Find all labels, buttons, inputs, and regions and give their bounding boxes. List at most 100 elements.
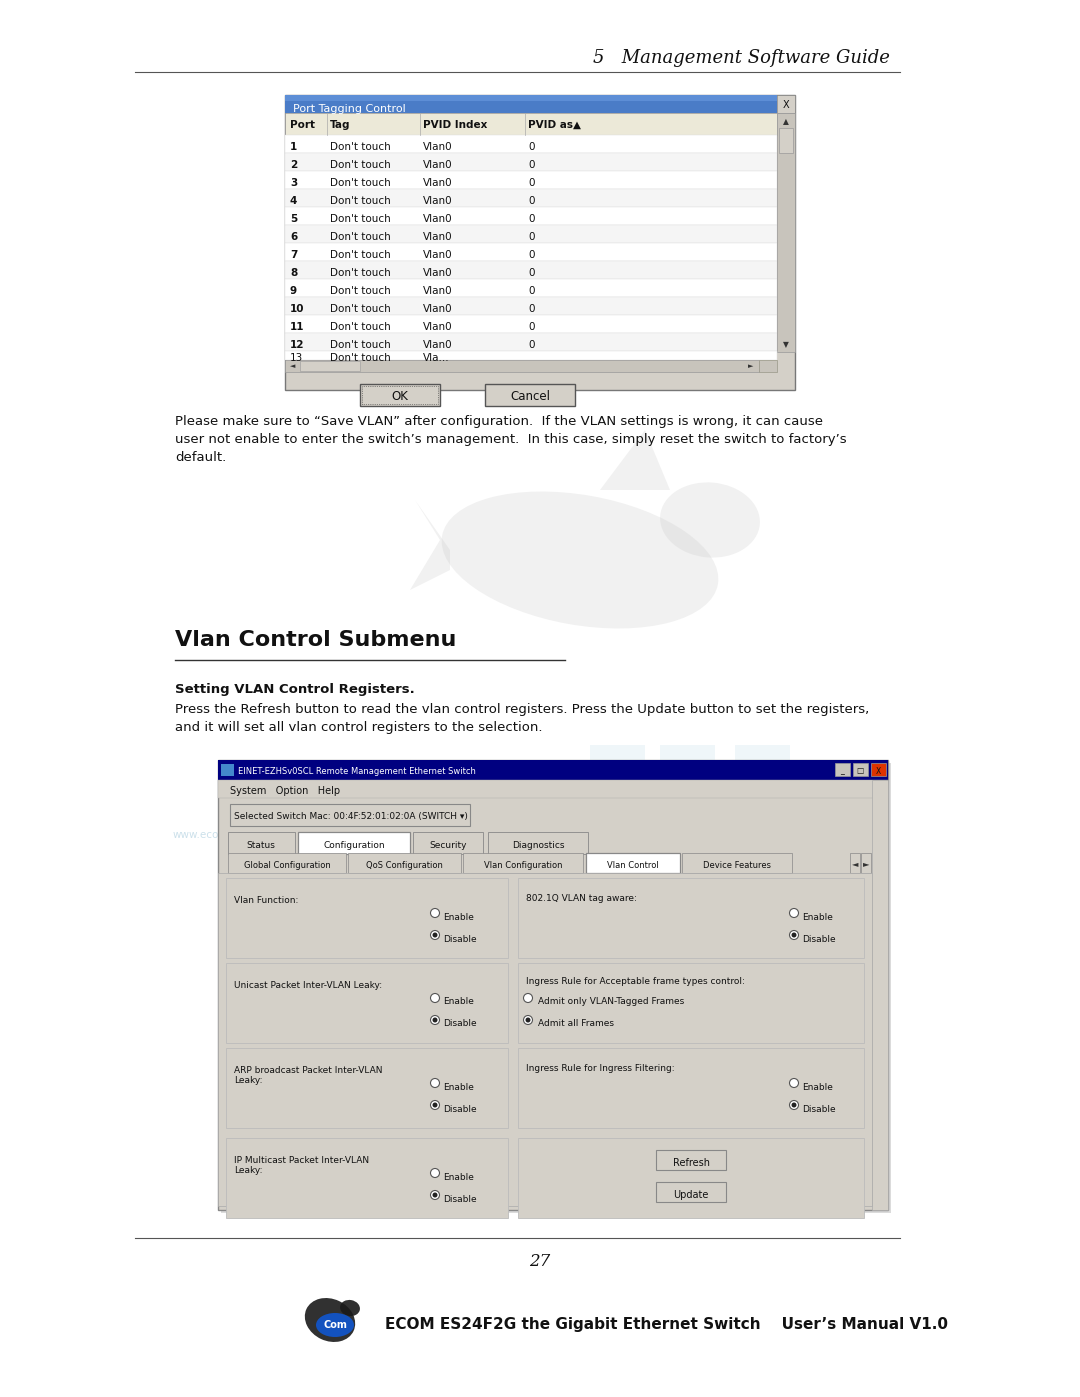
Text: Global Configuration: Global Configuration bbox=[244, 861, 330, 869]
Bar bbox=[743, 788, 757, 806]
Text: Setting VLAN Control Registers.: Setting VLAN Control Registers. bbox=[175, 683, 415, 696]
Text: 0: 0 bbox=[528, 232, 535, 242]
Circle shape bbox=[431, 908, 440, 918]
Bar bbox=[618, 788, 632, 806]
Ellipse shape bbox=[316, 1313, 354, 1337]
Text: Don't touch: Don't touch bbox=[330, 339, 391, 351]
Text: Don't touch: Don't touch bbox=[330, 305, 391, 314]
Bar bbox=[688, 760, 702, 778]
Bar bbox=[228, 833, 295, 854]
Text: 6: 6 bbox=[291, 232, 297, 242]
Text: Vlan0: Vlan0 bbox=[423, 339, 453, 351]
Text: Enable: Enable bbox=[443, 1172, 474, 1182]
Bar bbox=[285, 136, 777, 154]
Text: ▼: ▼ bbox=[783, 341, 788, 349]
Circle shape bbox=[432, 933, 437, 937]
Bar bbox=[300, 360, 360, 372]
Bar bbox=[218, 760, 888, 1210]
Text: 0: 0 bbox=[528, 250, 535, 260]
Text: Enable: Enable bbox=[443, 997, 474, 1006]
Text: Vlan0: Vlan0 bbox=[423, 177, 453, 189]
Bar bbox=[861, 854, 870, 873]
Bar bbox=[221, 763, 891, 1213]
Bar bbox=[688, 816, 702, 834]
Bar bbox=[518, 1139, 864, 1218]
Circle shape bbox=[431, 1016, 440, 1024]
Bar bbox=[681, 854, 792, 873]
Bar bbox=[218, 760, 888, 780]
Text: Vlan0: Vlan0 bbox=[423, 214, 453, 224]
Text: Port Tagging Control: Port Tagging Control bbox=[293, 103, 406, 115]
Circle shape bbox=[431, 1078, 440, 1087]
Text: Don't touch: Don't touch bbox=[330, 232, 391, 242]
Text: Refresh: Refresh bbox=[673, 1158, 710, 1168]
Bar bbox=[218, 873, 872, 1206]
Circle shape bbox=[431, 930, 440, 940]
Text: 8: 8 bbox=[291, 268, 297, 278]
Ellipse shape bbox=[305, 1298, 355, 1343]
Bar bbox=[285, 95, 795, 390]
Text: 0: 0 bbox=[528, 339, 535, 351]
Circle shape bbox=[789, 1078, 798, 1087]
Text: 0: 0 bbox=[528, 196, 535, 205]
Text: Port: Port bbox=[291, 120, 315, 130]
Text: Tag: Tag bbox=[330, 120, 351, 130]
Bar bbox=[285, 113, 777, 136]
Circle shape bbox=[792, 1102, 797, 1108]
Text: PVID as▲: PVID as▲ bbox=[528, 120, 581, 130]
Ellipse shape bbox=[660, 482, 760, 557]
Polygon shape bbox=[600, 430, 670, 490]
Bar bbox=[298, 833, 410, 854]
Text: ►: ► bbox=[748, 363, 754, 369]
Bar bbox=[226, 963, 508, 1044]
Text: 0: 0 bbox=[528, 161, 535, 170]
Bar bbox=[230, 805, 470, 826]
Bar bbox=[463, 854, 583, 873]
Text: Vlan Function:: Vlan Function: bbox=[234, 895, 298, 905]
Circle shape bbox=[432, 1017, 437, 1023]
Bar bbox=[850, 854, 860, 873]
Text: Enable: Enable bbox=[802, 1083, 833, 1091]
Bar bbox=[285, 170, 777, 189]
Text: Disable: Disable bbox=[443, 1020, 476, 1028]
Text: _: _ bbox=[840, 767, 843, 775]
Bar bbox=[285, 225, 777, 243]
Text: Don't touch: Don't touch bbox=[330, 250, 391, 260]
Text: Don't touch: Don't touch bbox=[330, 142, 391, 152]
Text: IP Multicast Packet Inter-VLAN
Leaky:: IP Multicast Packet Inter-VLAN Leaky: bbox=[234, 1155, 369, 1175]
Text: www.ecompart.com: www.ecompart.com bbox=[173, 830, 276, 840]
Bar bbox=[226, 877, 508, 958]
Bar bbox=[360, 384, 440, 407]
Text: 7: 7 bbox=[291, 250, 297, 260]
Text: Ingress Rule for Ingress Filtering:: Ingress Rule for Ingress Filtering: bbox=[526, 1065, 675, 1073]
Text: Enable: Enable bbox=[443, 1083, 474, 1091]
Circle shape bbox=[431, 1190, 440, 1200]
Bar bbox=[285, 279, 777, 298]
Text: Device Features: Device Features bbox=[703, 861, 771, 869]
Circle shape bbox=[431, 1168, 440, 1178]
Text: 27: 27 bbox=[529, 1253, 551, 1270]
Bar bbox=[777, 113, 795, 352]
Text: ◄: ◄ bbox=[852, 859, 859, 869]
Text: Admit all Frames: Admit all Frames bbox=[538, 1020, 615, 1028]
Text: OK: OK bbox=[392, 391, 408, 404]
Bar bbox=[285, 243, 777, 261]
Text: EINET-EZHSv0SCL Remote Management Ethernet Switch: EINET-EZHSv0SCL Remote Management Ethern… bbox=[238, 767, 476, 777]
Text: 0: 0 bbox=[528, 142, 535, 152]
Text: Don't touch: Don't touch bbox=[330, 268, 391, 278]
Bar bbox=[285, 207, 777, 225]
Text: Vlan0: Vlan0 bbox=[423, 250, 453, 260]
Text: Don't touch: Don't touch bbox=[330, 214, 391, 224]
Circle shape bbox=[432, 1193, 437, 1197]
Bar bbox=[762, 816, 777, 834]
Text: Don't touch: Don't touch bbox=[330, 321, 391, 332]
Text: ◄: ◄ bbox=[291, 363, 296, 369]
Bar bbox=[835, 763, 850, 775]
Circle shape bbox=[524, 1016, 532, 1024]
Bar bbox=[762, 788, 777, 806]
Text: Disable: Disable bbox=[802, 1105, 836, 1113]
Text: Configuration: Configuration bbox=[323, 841, 384, 849]
Circle shape bbox=[432, 1102, 437, 1108]
Text: Enable: Enable bbox=[802, 912, 833, 922]
Bar bbox=[656, 1150, 726, 1171]
